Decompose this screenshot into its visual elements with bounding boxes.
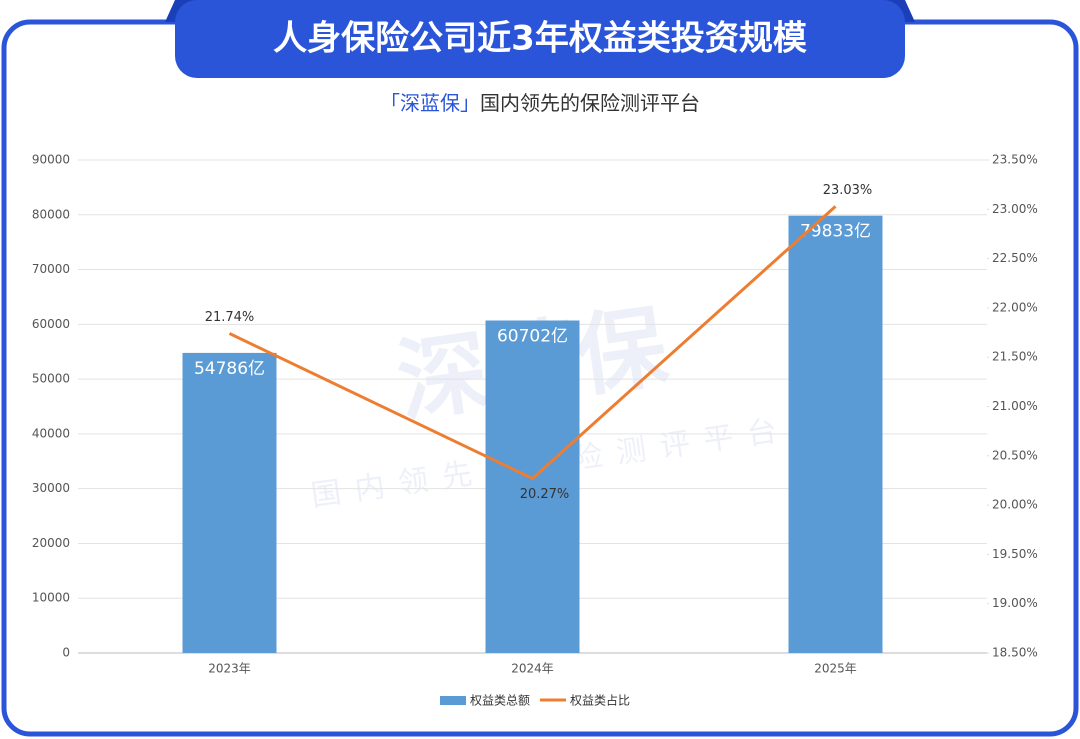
x-tick-label: 2025年 xyxy=(814,662,857,676)
bar-value-label: 60702亿 xyxy=(497,326,568,346)
line-value-label: 20.27% xyxy=(520,487,570,502)
bar-value-label: 54786亿 xyxy=(194,359,265,379)
y2-tick-label: 19.50% xyxy=(992,547,1038,561)
brand: 「深蓝保」 xyxy=(380,91,480,115)
y2-tick-label: 21.00% xyxy=(992,399,1038,413)
y-tick-label: 90000 xyxy=(32,153,70,167)
y2-tick-label: 21.50% xyxy=(992,350,1038,364)
y-tick-label: 80000 xyxy=(32,207,70,221)
legend-label: 权益类总额 xyxy=(470,694,530,708)
banner xyxy=(175,0,905,78)
y2-tick-label: 18.50% xyxy=(992,646,1038,660)
bar xyxy=(485,320,580,653)
y-tick-label: 30000 xyxy=(32,481,70,495)
tagline: 国内领先的保险测评平台 xyxy=(480,91,700,115)
bar xyxy=(182,352,277,653)
y2-tick-label: 19.00% xyxy=(992,596,1038,610)
x-tick-label: 2023年 xyxy=(208,662,251,676)
plot: 0 10000 20000 30000 40000 50000 60000 70000 8000… xyxy=(32,153,1038,708)
x-tick-label: 2024年 xyxy=(511,662,554,676)
y-tick-label: 60000 xyxy=(32,317,70,331)
line-value-label: 21.74% xyxy=(205,310,255,325)
y2-tick-label: 22.50% xyxy=(992,251,1038,265)
bar-value-label: 79833亿 xyxy=(800,222,871,242)
y2-tick-label: 22.00% xyxy=(992,300,1038,314)
y-tick-label: 40000 xyxy=(32,426,70,440)
title: 人身保险公司近3年权益类投资规模 xyxy=(273,19,807,59)
y2-tick-label: 20.50% xyxy=(992,448,1038,462)
line-value-label: 23.03% xyxy=(823,183,873,198)
y-tick-label: 50000 xyxy=(32,372,70,386)
legend-swatch xyxy=(440,696,466,705)
y2-tick-label: 20.00% xyxy=(992,498,1038,512)
legend-label: 权益类占比 xyxy=(570,693,630,708)
y2-tick-label: 23.00% xyxy=(992,202,1038,216)
subtitle: 「深蓝保」国内领先的保险测评平台 xyxy=(380,91,700,115)
line xyxy=(228,205,837,481)
y-tick-label: 70000 xyxy=(32,262,70,276)
y-tick-label: 20000 xyxy=(32,536,70,550)
y-tick-label: 0 xyxy=(62,646,70,660)
y-tick-label: 10000 xyxy=(32,591,70,605)
y2-tick-label: 23.50% xyxy=(992,153,1038,167)
bar xyxy=(788,215,883,653)
